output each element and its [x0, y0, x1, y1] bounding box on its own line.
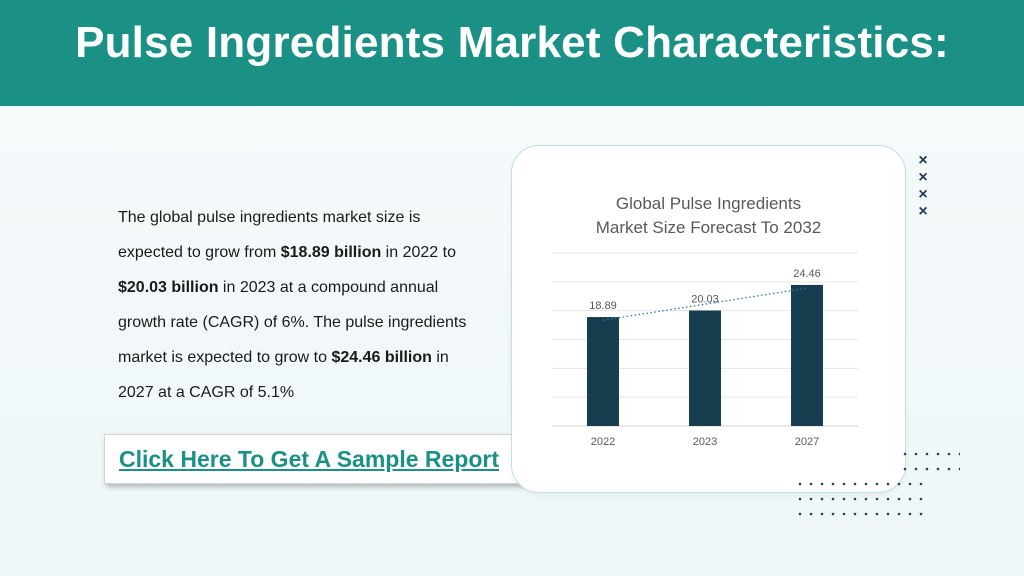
dot-grid-decoration: [798, 452, 960, 516]
cross-pattern-decoration: × × × ×: [914, 152, 932, 220]
decor-dot: [853, 482, 857, 486]
bar-chart: 18.89 2022 20.03 2023 24.46 2027: [552, 252, 858, 448]
decor-dot: [947, 467, 951, 471]
decor-dot: [853, 512, 857, 516]
decor-dot: [853, 497, 857, 501]
page-title: Pulse Ingredients Market Characteristics…: [75, 18, 949, 67]
bar-2027: [791, 284, 823, 426]
decor-dot: [914, 467, 918, 471]
summary-text-2: in 2022 to: [381, 244, 456, 261]
decor-dot: [925, 452, 929, 456]
decor-dot: [897, 512, 901, 516]
decor-dot: [908, 512, 912, 516]
decor-dot: [875, 497, 879, 501]
decor-dot: [875, 512, 879, 516]
data-label-2022: 18.89: [589, 300, 617, 312]
decor-dot: [831, 512, 835, 516]
decor-dot: [798, 497, 802, 501]
summary-value-2027: $24.46 billion: [331, 349, 432, 366]
decor-dot: [886, 497, 890, 501]
bar-2023: [689, 310, 721, 426]
chart-title-line-2: Market Size Forecast To 2032: [595, 218, 822, 237]
data-label-2027: 24.46: [793, 268, 821, 280]
decor-dot: [820, 512, 824, 516]
decor-dot: [831, 497, 835, 501]
decor-dot: [958, 467, 960, 471]
decor-dot: [897, 497, 901, 501]
summary-text-4: in 2027 at a CAGR of 5.1%: [118, 349, 449, 401]
decor-dot: [842, 512, 846, 516]
cross-icon: ×: [918, 152, 928, 169]
decor-dot: [936, 452, 940, 456]
cross-icon: ×: [918, 186, 928, 203]
decor-dot: [842, 497, 846, 501]
decor-dot: [947, 452, 951, 456]
decor-dot: [919, 497, 923, 501]
decor-dot: [914, 452, 918, 456]
decor-dot: [864, 482, 868, 486]
decor-dot: [820, 497, 824, 501]
chart-title: Global Pulse Ingredients Market Size For…: [512, 192, 905, 240]
summary-value-2023: $20.03 billion: [118, 279, 219, 296]
summary-text-1: The global pulse ingredients market size…: [118, 209, 421, 261]
decor-dot: [886, 512, 890, 516]
decor-dot: [875, 482, 879, 486]
decor-dot: [919, 482, 923, 486]
decor-dot: [798, 482, 802, 486]
decor-dot: [864, 512, 868, 516]
decor-dot: [809, 482, 813, 486]
sample-report-button[interactable]: Click Here To Get A Sample Report: [104, 434, 522, 484]
chart-title-line-1: Global Pulse Ingredients: [615, 194, 802, 213]
summary-text-3: in 2023 at a compound annual growth rate…: [118, 279, 467, 366]
summary-value-2022: $18.89 billion: [280, 244, 382, 261]
decor-dot: [897, 482, 901, 486]
decor-dot: [925, 467, 929, 471]
cross-icon: ×: [918, 169, 928, 186]
decor-dot: [903, 467, 907, 471]
decor-dot: [936, 467, 940, 471]
market-summary: The global pulse ingredients market size…: [118, 200, 488, 410]
decor-dot: [919, 512, 923, 516]
decor-dot: [886, 482, 890, 486]
decor-dot: [842, 482, 846, 486]
decor-dot: [798, 512, 802, 516]
decor-dot: [903, 452, 907, 456]
decor-dot: [820, 482, 824, 486]
data-label-2023: 20.03: [691, 293, 719, 305]
decor-dot: [809, 512, 813, 516]
cross-icon: ×: [918, 203, 928, 220]
header-banner: Pulse Ingredients Market Characteristics…: [0, 0, 1024, 106]
chart-card: Global Pulse Ingredients Market Size For…: [511, 145, 906, 493]
decor-dot: [864, 497, 868, 501]
decor-dot: [908, 482, 912, 486]
decor-dot: [809, 497, 813, 501]
x-tick-label-2027: 2027: [795, 436, 819, 448]
decor-dot: [831, 482, 835, 486]
x-tick-label-2023: 2023: [693, 436, 717, 448]
trendline: [602, 287, 808, 321]
decor-dot: [908, 497, 912, 501]
bar-2022: [587, 317, 619, 426]
decor-dot: [958, 452, 960, 456]
sample-report-link[interactable]: Click Here To Get A Sample Report: [119, 445, 500, 472]
x-tick-label-2022: 2022: [591, 436, 615, 448]
